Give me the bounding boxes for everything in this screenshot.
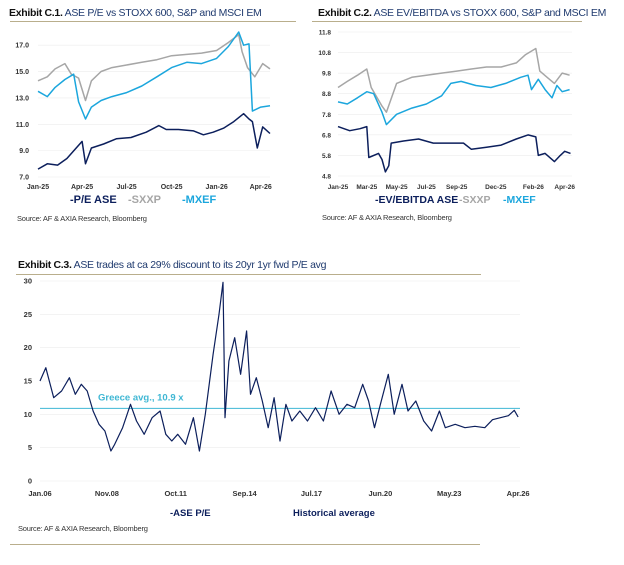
- x-tick-label: Oct.11: [164, 489, 187, 498]
- legend-item: -SXXP: [459, 194, 491, 206]
- y-tick-label: 11.0: [16, 122, 29, 129]
- y-tick-label: 4.8: [322, 174, 331, 181]
- x-tick-label: Sep.14: [233, 489, 258, 498]
- y-tick-label: 30: [24, 277, 32, 286]
- y-tick-label: 15.0: [15, 69, 29, 76]
- x-tick-label: Mar-25: [356, 184, 377, 191]
- average-annotation: Greece avg., 10.9 x: [98, 392, 184, 403]
- chart1-title-text: ASE P/E vs STOXX 600, S&P and MSCI EM: [64, 7, 262, 19]
- x-tick-label: Oct-25: [161, 184, 183, 191]
- chart1-title-rule: [10, 21, 296, 22]
- y-tick-label: 10.8: [318, 50, 331, 57]
- x-tick-label: Nov.08: [95, 489, 119, 498]
- y-tick-label: 10: [24, 410, 32, 419]
- series-line-mxef: [37, 31, 271, 120]
- x-tick-label: Dec-25: [485, 184, 507, 191]
- chart2-title-rule: [312, 21, 582, 22]
- x-tick-label: Jan-25: [328, 184, 349, 191]
- y-tick-label: 6.8: [322, 132, 331, 139]
- y-tick-label: 17.0: [15, 43, 29, 50]
- legend-item: -MXEF: [503, 194, 536, 206]
- chart3-title-rule: [16, 274, 481, 275]
- series-line-p-e-ase: [37, 112, 271, 170]
- legend-item: -P/E ASE: [70, 194, 117, 206]
- x-tick-label: Jan-26: [206, 184, 228, 191]
- legend-item: -EV/EBITDA ASE: [375, 194, 458, 206]
- series-line-sxxp: [37, 33, 271, 102]
- x-tick-label: Sep-25: [446, 184, 468, 191]
- x-tick-label: May.23: [437, 489, 461, 498]
- chart1: 17.0 15.0 13.0 11.0 9.0 7.0 Jan-25 Apr-25 Jul-25…: [15, 31, 272, 206]
- legend-item: -ASE P/E: [170, 508, 211, 519]
- legend-item: -MXEF: [182, 194, 217, 206]
- y-tick-label: 7.0: [19, 175, 29, 182]
- y-tick-label: 5.8: [322, 153, 331, 160]
- chart2-title-text: ASE EV/EBITDA vs STOXX 600, S&P and MSCI…: [373, 7, 607, 19]
- x-tick-label: Jul-25: [417, 184, 436, 191]
- x-tick-label: Apr-26: [250, 184, 272, 191]
- series-line-sxxp: [337, 47, 570, 113]
- chart3-title: Exhibit C.3. ASE trades at ca 29% discou…: [18, 259, 326, 271]
- chart2: 11.8 10.8 9.8 8.8 7.8 6.8 5.8 4.8 Jan-25 Mar-25 Ma…: [318, 30, 575, 207]
- chart2-exhibit: Exhibit C.2.: [318, 7, 372, 19]
- series-line-ev-ebitda-ase: [337, 125, 571, 173]
- y-tick-label: 5: [28, 443, 32, 452]
- x-tick-label: Feb-26: [523, 184, 544, 191]
- y-tick-label: 0: [28, 477, 32, 486]
- bottom-rule: [10, 544, 480, 545]
- series-line-mxef: [337, 74, 570, 126]
- chart3: 30 25 20 15 10 5 0 Jan.06 Nov.08 Oct.11 Sep.14 Jul.…: [24, 277, 530, 520]
- y-tick-label: 7.8: [322, 112, 331, 119]
- legend-item: -SXXP: [128, 194, 161, 206]
- chart1-title: Exhibit C.1. ASE P/E vs STOXX 600, S&P a…: [9, 7, 262, 19]
- legend-item: Historical average: [293, 508, 375, 519]
- x-tick-label: Apr-26: [554, 184, 575, 191]
- x-tick-label: Jun.20: [369, 489, 393, 498]
- y-tick-label: 9.0: [19, 148, 29, 155]
- y-tick-label: 8.8: [322, 91, 331, 98]
- x-tick-label: Jan.06: [28, 489, 51, 498]
- y-tick-label: 13.0: [15, 95, 29, 102]
- chart3-title-text: ASE trades at ca 29% discount to its 20y…: [73, 259, 327, 271]
- x-tick-label: Apr.26: [507, 489, 530, 498]
- chart1-exhibit: Exhibit C.1.: [9, 7, 63, 19]
- x-tick-label: Jul.17: [301, 489, 322, 498]
- x-tick-label: May-25: [386, 184, 408, 191]
- y-tick-label: 9.8: [322, 71, 331, 78]
- y-tick-label: 15: [24, 377, 32, 386]
- chart3-source: Source: AF & AXIA Research, Bloomberg: [18, 524, 148, 533]
- chart2-title: Exhibit C.2. ASE EV/EBITDA vs STOXX 600,…: [318, 7, 606, 19]
- x-tick-label: Jan-25: [27, 184, 49, 191]
- chart3-exhibit: Exhibit C.3.: [18, 259, 72, 271]
- chart1-source: Source: AF & AXIA Research, Bloomberg: [17, 214, 147, 223]
- x-tick-label: Apr-25: [71, 184, 93, 191]
- chart2-source: Source: AF & AXIA Research, Bloomberg: [322, 213, 452, 222]
- y-tick-label: 25: [24, 310, 32, 319]
- y-tick-label: 11.8: [319, 30, 332, 37]
- x-tick-label: Jul-25: [116, 184, 136, 191]
- series-line-ase-p-e: [39, 281, 519, 452]
- y-tick-label: 20: [24, 343, 32, 352]
